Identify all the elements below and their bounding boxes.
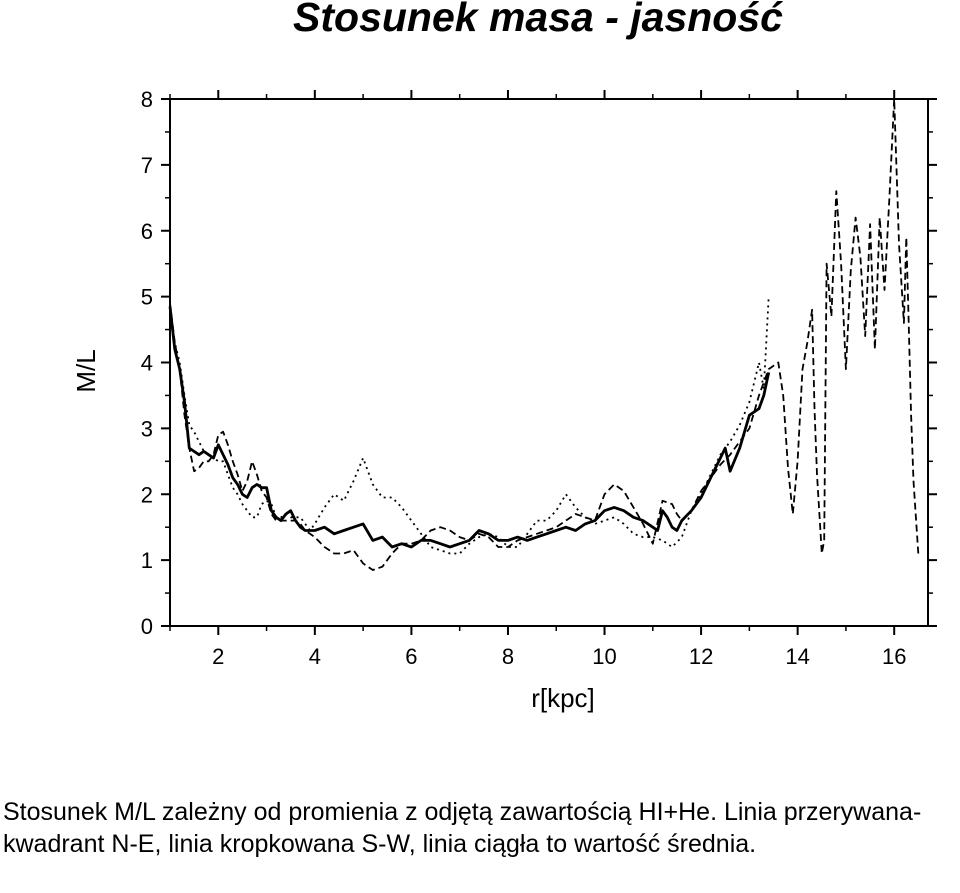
y-tick-label: 0 bbox=[141, 614, 153, 639]
y-tick-label: 7 bbox=[141, 153, 153, 178]
x-tick-label: 10 bbox=[592, 644, 616, 669]
x-axis-label: r[kpc] bbox=[531, 683, 595, 713]
series-line-dotted bbox=[169, 296, 770, 555]
x-tick-label: 14 bbox=[785, 644, 809, 669]
plot-area bbox=[169, 98, 929, 627]
x-tick-label: 8 bbox=[502, 644, 514, 669]
y-tick-label: 1 bbox=[141, 548, 153, 573]
y-tick-label: 6 bbox=[141, 219, 153, 244]
x-tick-label: 16 bbox=[882, 644, 906, 669]
x-tick-label: 6 bbox=[405, 644, 417, 669]
series-layer bbox=[168, 98, 920, 571]
x-tick-label: 4 bbox=[309, 644, 321, 669]
series-line-dashed bbox=[169, 98, 920, 571]
y-tick-label: 4 bbox=[141, 351, 153, 376]
y-tick-label: 2 bbox=[141, 482, 153, 507]
y-tick-label: 5 bbox=[141, 285, 153, 310]
y-axis-label: M/L bbox=[71, 349, 101, 392]
y-tick-label: 8 bbox=[141, 87, 153, 112]
plot-frame bbox=[169, 98, 929, 627]
page-title: Stosunek masa - jasność bbox=[293, 0, 783, 40]
series-line-solid bbox=[168, 306, 771, 549]
y-tick-label: 3 bbox=[141, 416, 153, 441]
x-tick-label: 12 bbox=[689, 644, 713, 669]
figure-caption: Stosunek M/L zależny od promienia z odję… bbox=[3, 798, 922, 858]
x-tick-label: 2 bbox=[212, 644, 224, 669]
